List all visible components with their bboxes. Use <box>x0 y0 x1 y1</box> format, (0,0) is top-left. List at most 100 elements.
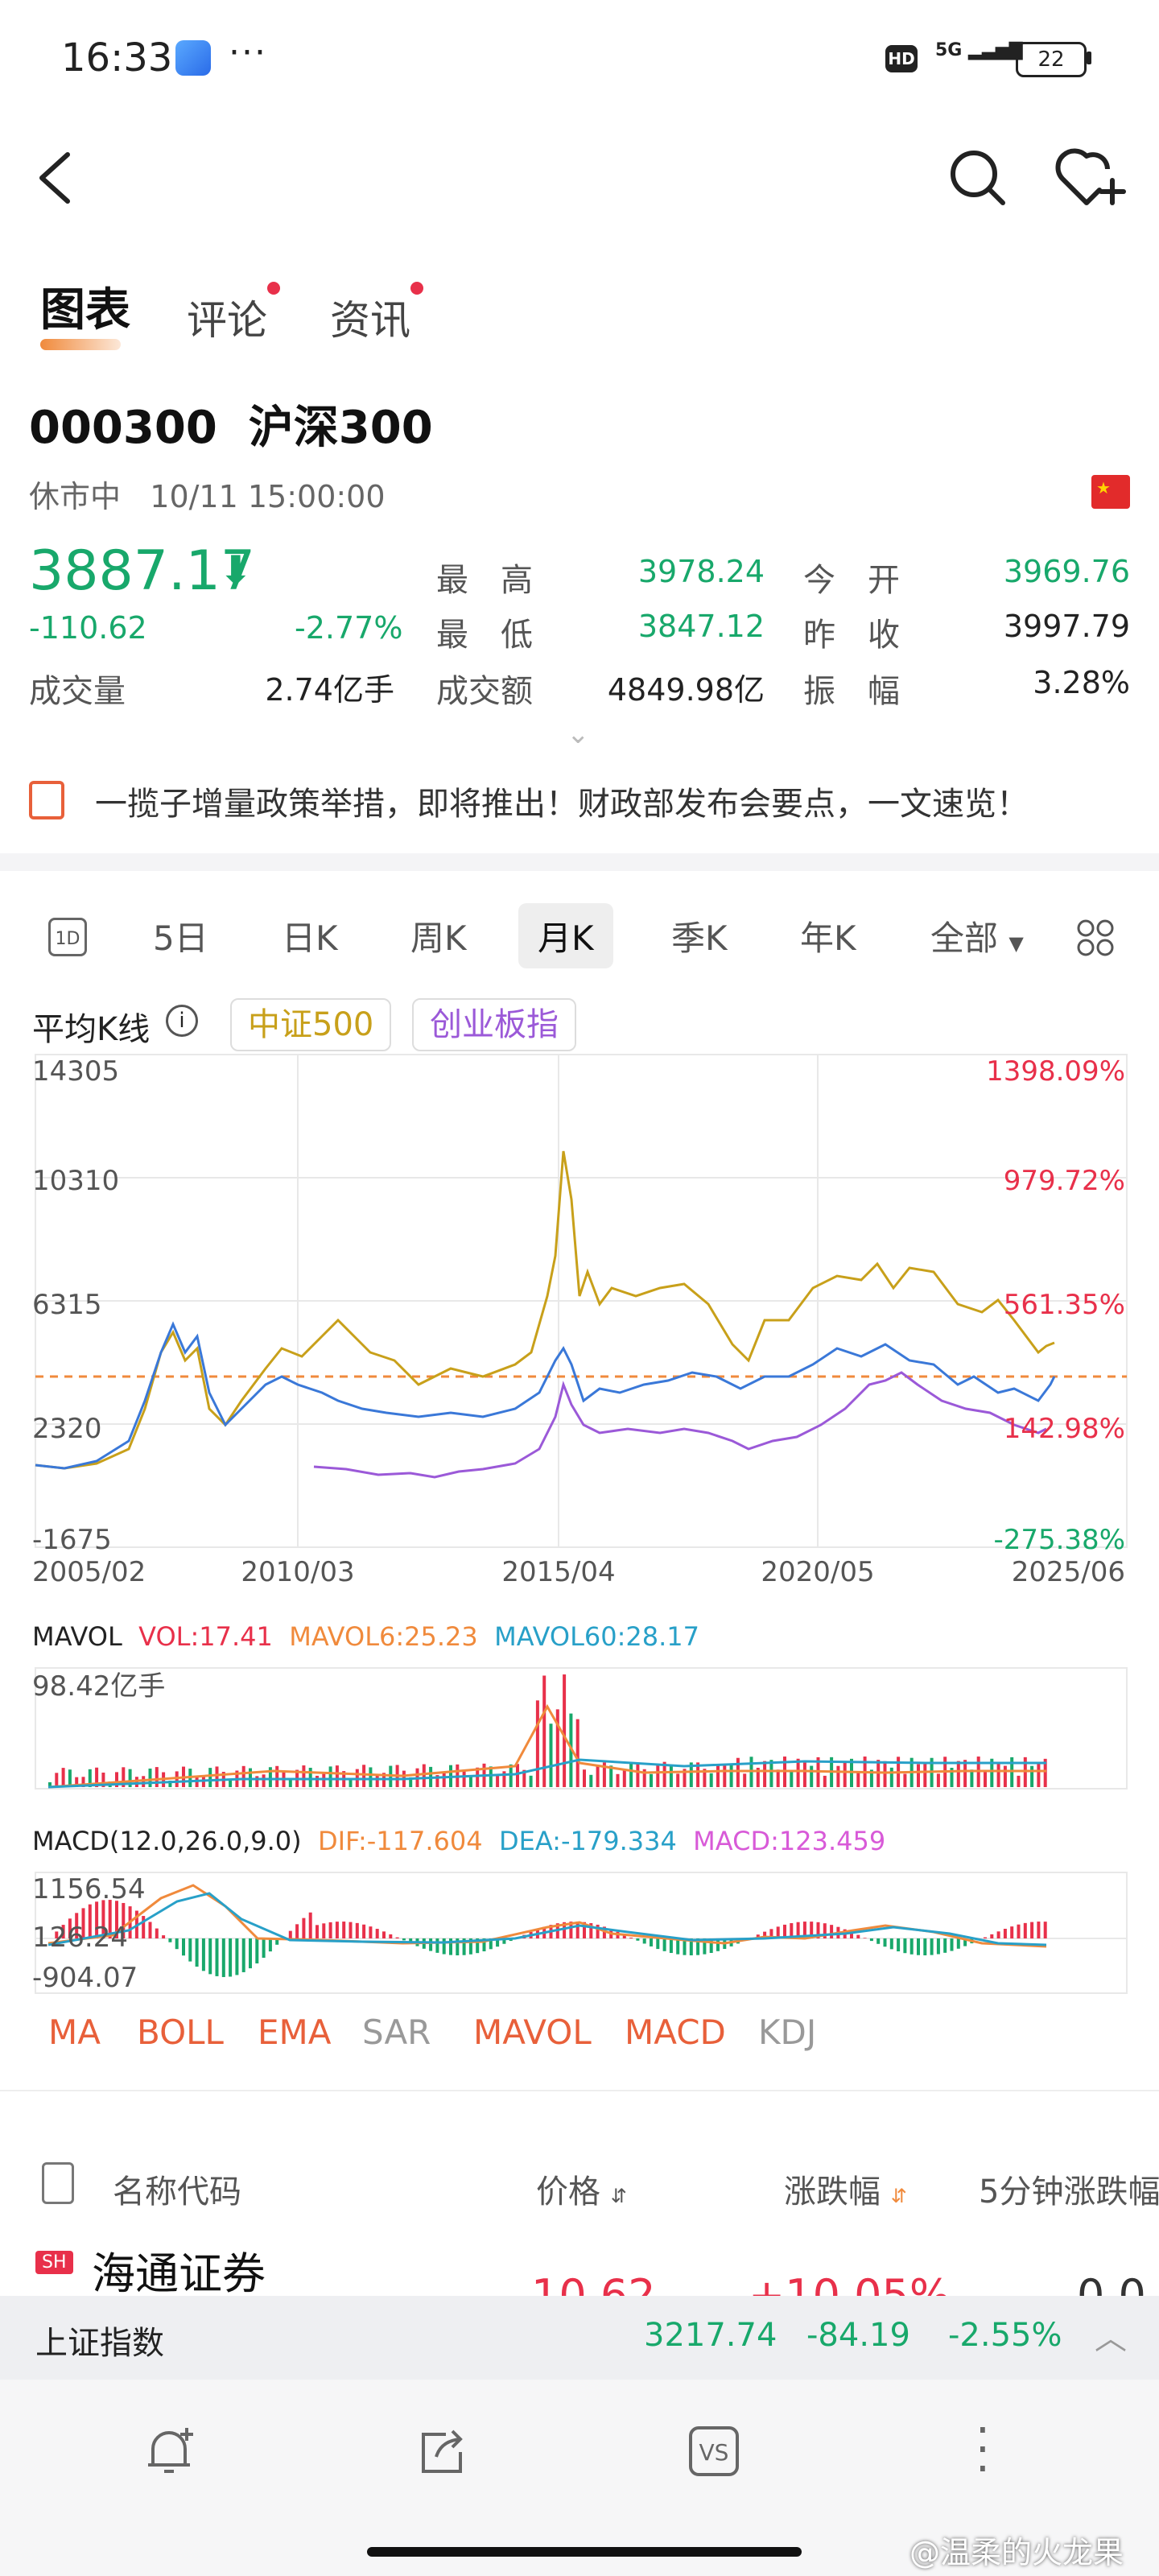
volume-bar <box>956 1761 960 1787</box>
copy-list-icon[interactable] <box>42 2162 74 2204</box>
macd-bar <box>883 1938 887 1947</box>
indicator-mavol[interactable]: MAVOL <box>473 2013 592 2052</box>
period-quarterly[interactable]: 季K <box>671 919 728 958</box>
macd-bar <box>589 1923 593 1938</box>
period-all-dropdown[interactable]: 全部 ▼ <box>930 919 1024 958</box>
macd-bar <box>783 1924 786 1938</box>
volume-bar <box>535 1700 539 1787</box>
indicator-ma[interactable]: MA <box>48 2013 101 2052</box>
x-label: 2020/05 <box>761 1556 874 1588</box>
indicator-kdj[interactable]: KDJ <box>758 2013 817 2052</box>
volume-chart[interactable]: 98.42亿手 <box>0 1658 1159 1795</box>
macd-bar <box>75 1913 79 1938</box>
main-price-chart[interactable]: 14305 10310 6315 2320 -1675 1398.09% 979… <box>0 1046 1159 1610</box>
col-change-pct[interactable]: 涨跌幅 ⇵ <box>784 2174 907 2211</box>
macd-bar <box>55 1931 59 1938</box>
macd-bar <box>476 1938 480 1954</box>
tab-comments[interactable]: 评论 <box>187 297 267 344</box>
period-5day[interactable]: 5日 <box>153 919 208 958</box>
volume-bar <box>1003 1765 1007 1787</box>
info-icon[interactable]: i <box>166 1005 198 1037</box>
volume-bar <box>122 1767 126 1787</box>
volume-bar <box>650 1773 653 1787</box>
volume-bar <box>696 1762 700 1787</box>
volume-bar <box>496 1774 500 1787</box>
indicator-boll[interactable]: BOLL <box>137 2013 224 2052</box>
vol-y-label: 98.42亿手 <box>32 1670 165 1703</box>
indicator-ema[interactable]: EMA <box>258 2013 332 2052</box>
add-favorite-heart-icon[interactable] <box>1054 145 1128 209</box>
macd-bar <box>930 1938 934 1955</box>
volume-bar <box>229 1779 233 1787</box>
high-value: 3978.24 <box>637 554 765 589</box>
macd-bar <box>810 1922 814 1938</box>
indicator-sar[interactable]: SAR <box>362 2013 431 2052</box>
tab-chart[interactable]: 图表 <box>40 274 130 350</box>
volume-bar <box>656 1765 660 1787</box>
macd-bar <box>201 1938 205 1971</box>
indicator-macd[interactable]: MACD <box>625 2013 726 2052</box>
volume-bar <box>743 1773 747 1787</box>
period-yearly[interactable]: 年K <box>800 919 856 958</box>
y-right-label: 1398.09% <box>986 1055 1125 1088</box>
macd-bar <box>255 1938 259 1964</box>
x-labels: 2005/02 2010/03 2015/04 2020/05 2025/06 <box>32 1556 1125 1588</box>
volume-bar <box>316 1775 319 1787</box>
volume-bar <box>836 1765 840 1787</box>
col-price[interactable]: 价格 ⇵ <box>536 2174 627 2211</box>
macd-chart[interactable]: 1156.54 126.24 -904.07 <box>0 1866 1159 2003</box>
row-stock-name[interactable]: 海通证券 <box>92 2248 266 2299</box>
amount-value: 4849.98亿 <box>607 672 765 708</box>
macd-bar <box>188 1938 192 1962</box>
floating-index-bar[interactable]: 上证指数 3217.74 -84.19 -2.55% ︿ <box>0 2296 1159 2380</box>
battery-cap <box>1087 52 1091 64</box>
news-headline[interactable]: 一揽子增量政策举措，即将推出！财政部发布会要点，一文速览！ <box>95 786 1029 823</box>
macd-bar <box>148 1922 152 1938</box>
macd-bar <box>195 1938 199 1967</box>
add-alert-bell-icon[interactable] <box>142 2423 198 2479</box>
home-indicator[interactable] <box>367 2547 802 2557</box>
col-5min-change[interactable]: 5分钟涨跌幅 <box>979 2174 1159 2211</box>
macd-bar <box>596 1924 600 1938</box>
expand-chevron-icon[interactable]: ⌄ <box>567 718 590 750</box>
macd-bar <box>335 1922 339 1938</box>
chevron-up-icon[interactable]: ︿ <box>1095 2320 1127 2357</box>
macd-bar <box>796 1922 800 1938</box>
period-daily[interactable]: 日K <box>282 919 338 958</box>
volume-bar <box>502 1771 506 1787</box>
volume-bar <box>642 1769 646 1787</box>
macd-bar <box>369 1926 373 1938</box>
volume-bar <box>1037 1762 1041 1787</box>
volume-bar <box>175 1771 179 1787</box>
volume-bar <box>683 1769 687 1787</box>
macd-bar <box>409 1938 413 1944</box>
more-vertical-icon[interactable]: · · · <box>975 2405 990 2496</box>
period-weekly[interactable]: 周K <box>410 919 467 958</box>
macd-bar <box>155 1928 159 1938</box>
volume-bar <box>1043 1758 1047 1787</box>
share-icon[interactable] <box>414 2423 470 2479</box>
y-left-label: 6315 <box>32 1289 102 1321</box>
volume-bar <box>375 1775 379 1787</box>
chip-csi500[interactable]: 中证500 <box>230 998 392 1051</box>
volume-bar <box>275 1765 279 1787</box>
volume-bar <box>602 1762 606 1787</box>
back-icon[interactable] <box>32 150 77 206</box>
volume-label: 成交量 <box>29 673 126 710</box>
macd-bar <box>850 1931 853 1938</box>
compare-vs-icon[interactable]: VS <box>686 2423 742 2479</box>
chip-chinext[interactable]: 创业板指 <box>412 998 576 1051</box>
period-monthly[interactable]: 月K <box>518 903 613 968</box>
macd-bar <box>696 1938 700 1955</box>
series-csi500 <box>35 1150 1055 1470</box>
macd-bar <box>229 1938 233 1977</box>
x-label: 2005/02 <box>32 1556 146 1588</box>
intraday-1d-button[interactable]: 1D <box>48 918 87 956</box>
search-icon[interactable] <box>947 147 1008 208</box>
x-label: 2010/03 <box>241 1556 354 1588</box>
grid-layout-icon[interactable] <box>1075 918 1116 958</box>
volume-bar <box>923 1764 927 1787</box>
tab-news[interactable]: 资讯 <box>330 297 410 344</box>
macd-bar <box>162 1935 166 1938</box>
col-name-code: 名称代码 <box>113 2174 241 2211</box>
